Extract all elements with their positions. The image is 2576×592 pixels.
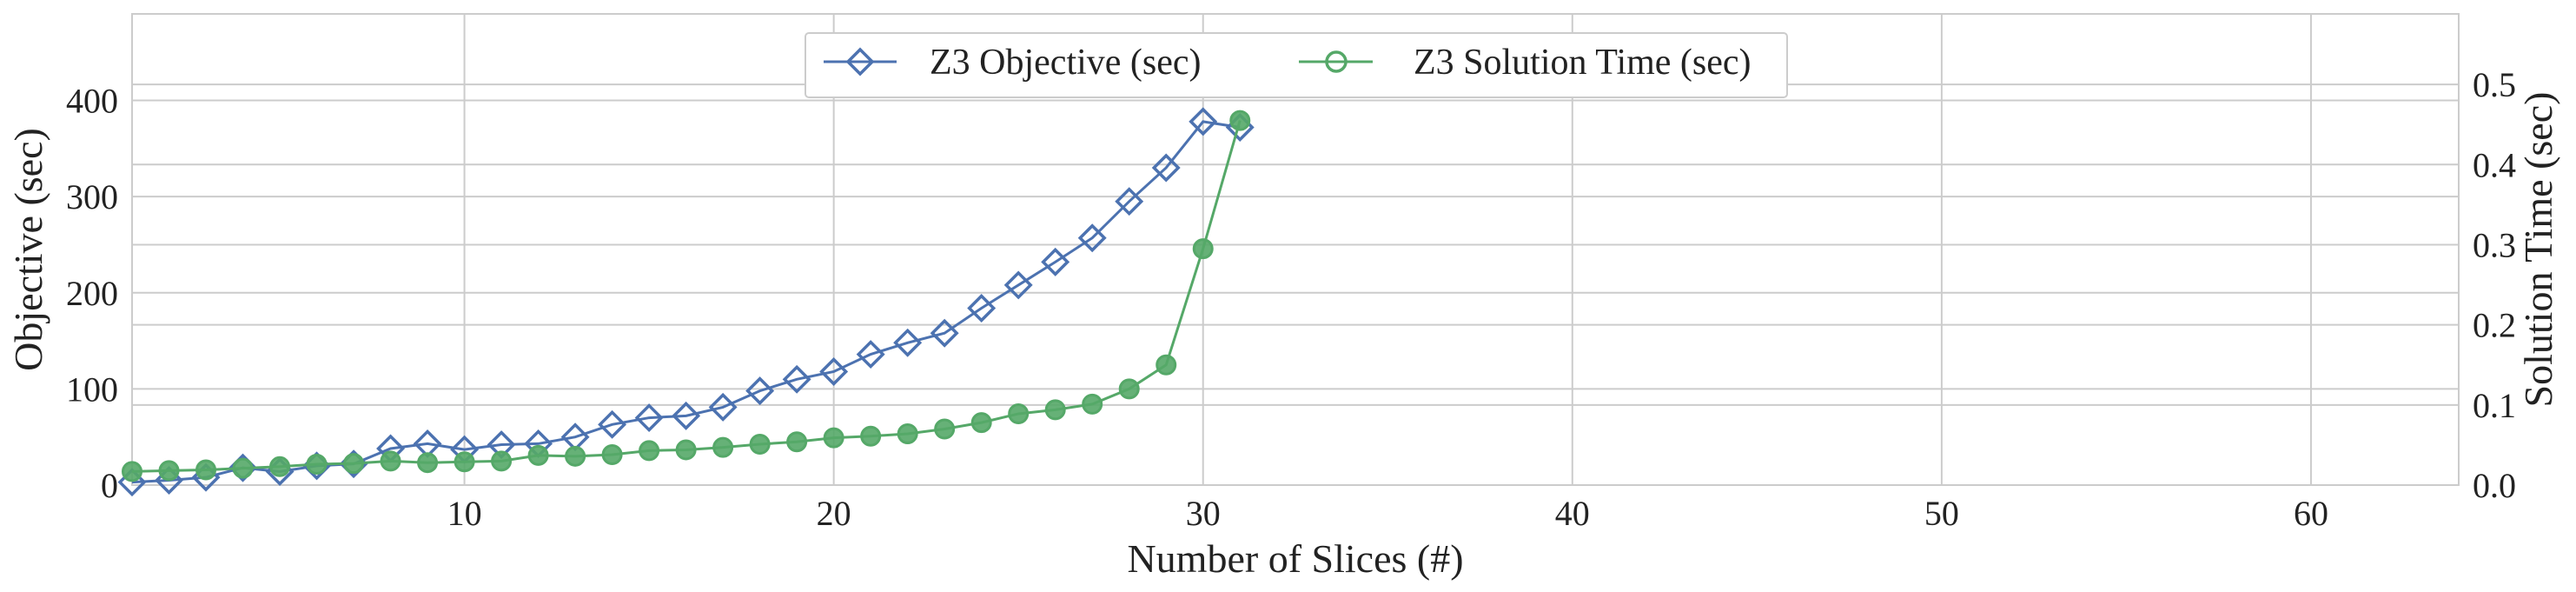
data-point-solution-time	[934, 418, 956, 440]
data-point-solution-time	[269, 456, 291, 477]
y2-tick-label: 0.4	[2473, 145, 2516, 184]
data-point-objective	[819, 357, 849, 386]
series-objective	[117, 107, 1255, 497]
data-point-objective	[1189, 107, 1218, 136]
data-point-objective	[967, 293, 997, 323]
x-tick-label: 20	[817, 494, 851, 533]
data-point-solution-time	[712, 436, 734, 458]
data-point-solution-time	[786, 431, 808, 453]
data-point-solution-time	[675, 439, 697, 461]
data-point-solution-time	[1229, 110, 1251, 131]
data-point-objective	[930, 318, 959, 348]
x-tick-label: 40	[1555, 494, 1590, 533]
data-point-objective	[117, 468, 147, 497]
y-axis-title: Objective (sec)	[6, 128, 50, 371]
data-point-objective	[1077, 223, 1107, 253]
data-point-solution-time	[343, 453, 365, 475]
legend-marker-solution-time	[1325, 50, 1348, 73]
data-point-solution-time	[639, 440, 660, 462]
data-point-solution-time	[527, 444, 549, 466]
series-solution-time	[122, 110, 1251, 482]
data-point-solution-time	[749, 433, 771, 455]
legend-marker-objective	[845, 47, 875, 76]
x-axis-title: Number of Slices (#)	[1127, 536, 1463, 581]
plot-frame	[131, 13, 2460, 486]
y-tick-label: 100	[66, 369, 118, 409]
data-point-solution-time	[1044, 399, 1066, 421]
data-point-solution-time	[860, 425, 882, 447]
legend: Z3 Objective (sec) Z3 Solution Time (sec…	[805, 32, 1788, 98]
y2-tick-label: 0.3	[2473, 225, 2516, 264]
legend-box	[805, 32, 1788, 98]
y2-tick-label: 0.0	[2473, 466, 2516, 505]
y-tick-label: 0	[101, 466, 118, 505]
data-point-solution-time	[454, 451, 475, 473]
data-point-solution-time	[897, 423, 918, 445]
axes: 10 20 30 40 50 60 0 100 200 300 400 0.0 0.1 0.2 0.3 0.4…	[66, 65, 2516, 533]
y-tick-label: 400	[66, 82, 118, 121]
y-tick-label: 200	[66, 274, 118, 313]
series-line	[131, 120, 1242, 473]
x-tick-label: 60	[2294, 494, 2328, 533]
data-point-objective	[1151, 153, 1181, 183]
x-tick-label: 30	[1186, 494, 1221, 533]
y-tick-label: 300	[66, 177, 118, 216]
data-point-solution-time	[1082, 393, 1103, 415]
data-point-objective	[598, 409, 627, 439]
y2-tick-label: 0.2	[2473, 306, 2516, 345]
data-point-objective	[1041, 247, 1070, 276]
data-point-objective	[672, 401, 701, 430]
data-point-solution-time	[1192, 238, 1214, 260]
data-point-objective	[856, 340, 885, 369]
y2-axis-title: Solution Time (sec)	[2516, 92, 2560, 408]
data-point-solution-time	[232, 457, 254, 479]
data-point-solution-time	[601, 443, 623, 465]
data-point-objective	[708, 392, 738, 422]
data-point-objective	[634, 403, 664, 433]
legend-label-solution-time: Z3 Solution Time (sec)	[1414, 43, 1752, 83]
data-point-objective	[1003, 270, 1033, 300]
series	[117, 107, 1255, 497]
x-tick-label: 50	[1924, 494, 1959, 533]
data-point-objective	[1115, 187, 1144, 216]
data-point-objective	[782, 364, 811, 394]
data-point-solution-time	[417, 452, 439, 474]
data-point-objective	[893, 328, 923, 357]
data-point-solution-time	[306, 454, 328, 476]
data-point-solution-time	[970, 412, 992, 434]
y2-tick-label: 0.1	[2473, 386, 2516, 425]
data-point-solution-time	[491, 450, 513, 472]
data-point-solution-time	[1008, 402, 1030, 424]
legend-label-objective: Z3 Objective (sec)	[930, 43, 1202, 83]
data-point-solution-time	[158, 460, 180, 482]
data-point-solution-time	[122, 461, 142, 482]
data-point-solution-time	[565, 445, 586, 467]
x-tick-label: 10	[447, 494, 482, 533]
data-point-solution-time	[1156, 354, 1177, 376]
data-point-solution-time	[380, 450, 401, 472]
data-point-objective	[745, 376, 775, 406]
data-point-solution-time	[823, 427, 844, 449]
data-point-solution-time	[195, 459, 217, 481]
y2-tick-label: 0.5	[2473, 65, 2516, 104]
data-point-solution-time	[1118, 378, 1140, 400]
